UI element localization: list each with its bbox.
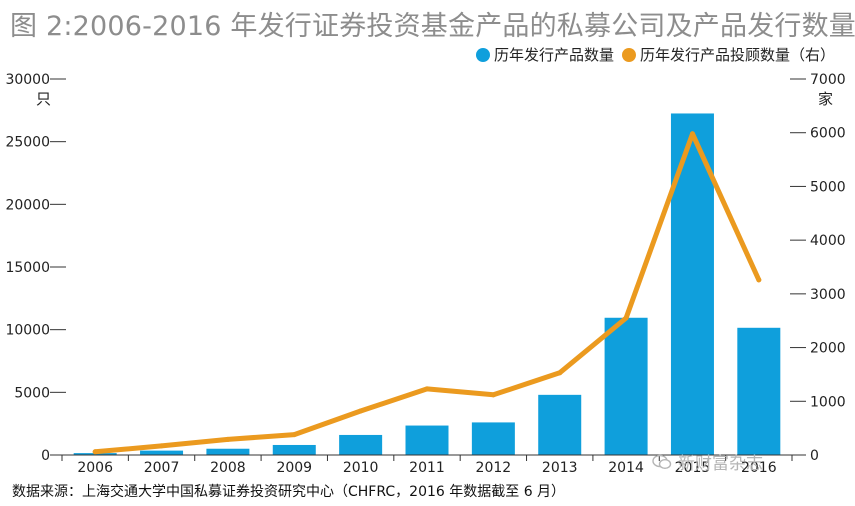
x-tick-label: 2013: [542, 460, 578, 476]
right-axis-unit: 家: [818, 90, 834, 108]
legend-label-line: 历年发行产品投顾数量（右）: [639, 46, 835, 64]
left-tick-label: 25000: [5, 135, 50, 151]
left-tick-label: 30000: [5, 72, 50, 88]
bar: [272, 444, 316, 455]
right-tick-label: 5000: [810, 179, 846, 195]
x-tick-label: 2009: [276, 460, 312, 476]
x-tick-label: 2014: [608, 460, 644, 476]
right-tick-label: 6000: [810, 126, 846, 142]
bar: [604, 317, 648, 455]
legend-item-line: 历年发行产品投顾数量（右）: [621, 44, 835, 65]
right-axis: 0 1000 2000 3000 4000 5000 6000 7000: [790, 72, 846, 464]
right-tick-label: 2000: [810, 341, 846, 357]
line-point: [689, 131, 695, 137]
line-point: [225, 436, 231, 442]
x-tick-label: 2006: [77, 460, 113, 476]
line-point: [424, 386, 430, 392]
bar: [339, 434, 383, 455]
bar: [737, 327, 781, 455]
left-tick-label: 15000: [5, 260, 50, 276]
right-tick-label: 0: [810, 448, 819, 464]
legend-label-bars: 历年发行产品数量: [493, 46, 614, 64]
right-tick-label: 7000: [810, 72, 846, 88]
bar: [206, 448, 250, 455]
chart-legend: 历年发行产品数量 历年发行产品投顾数量（右）: [468, 44, 835, 65]
left-tick-label: 10000: [5, 323, 50, 339]
wechat-icon: [652, 454, 672, 470]
line-point: [291, 432, 297, 438]
left-tick-label: 5000: [14, 385, 50, 401]
watermark: 新财富杂志: [652, 449, 763, 474]
legend-item-bars: 历年发行产品数量: [475, 44, 614, 65]
line-point: [159, 443, 165, 449]
line-point: [358, 408, 364, 414]
right-tick-label: 1000: [810, 394, 846, 410]
line-point: [756, 277, 762, 283]
bar: [471, 422, 515, 455]
chart-title: 图 2:2006-2016 年发行证券投资基金产品的私募公司及产品发行数量: [10, 11, 855, 42]
left-axis-unit: 只: [36, 90, 52, 108]
x-tick-label: 2010: [343, 460, 379, 476]
line-point: [557, 370, 563, 376]
right-tick-label: 4000: [810, 233, 846, 249]
line-series: [92, 131, 762, 455]
x-axis: 2006 2007 2008 2009 2010 2011 2012 2013 2014 2015…: [58, 454, 794, 476]
x-tick-label: 2007: [144, 460, 180, 476]
legend-swatch-bars: [475, 47, 490, 62]
x-tick-label: 2015: [675, 460, 711, 476]
x-tick-label: 2008: [210, 460, 246, 476]
left-axis: 0 5000 10000 15000 20000 25000 30000: [5, 72, 66, 464]
x-tick-label: 2011: [409, 460, 445, 476]
source-note: 数据来源：上海交通大学中国私募证券投资研究中心（CHFRC，2016 年数据截至…: [12, 484, 566, 500]
line-point: [623, 315, 629, 321]
left-tick-label: 20000: [5, 197, 50, 213]
line-point: [490, 392, 496, 398]
line-point: [92, 449, 98, 455]
x-tick-label: 2012: [476, 460, 512, 476]
x-tick-label: 2016: [741, 460, 777, 476]
right-tick-label: 3000: [810, 287, 846, 303]
legend-swatch-line: [621, 47, 636, 62]
bar-series: [73, 113, 781, 455]
line-path: [92, 131, 762, 455]
watermark-text: 新财富杂志: [678, 454, 763, 474]
bar: [538, 394, 582, 455]
left-tick-label: 0: [41, 448, 50, 464]
bar: [140, 450, 184, 455]
bar: [405, 425, 449, 455]
